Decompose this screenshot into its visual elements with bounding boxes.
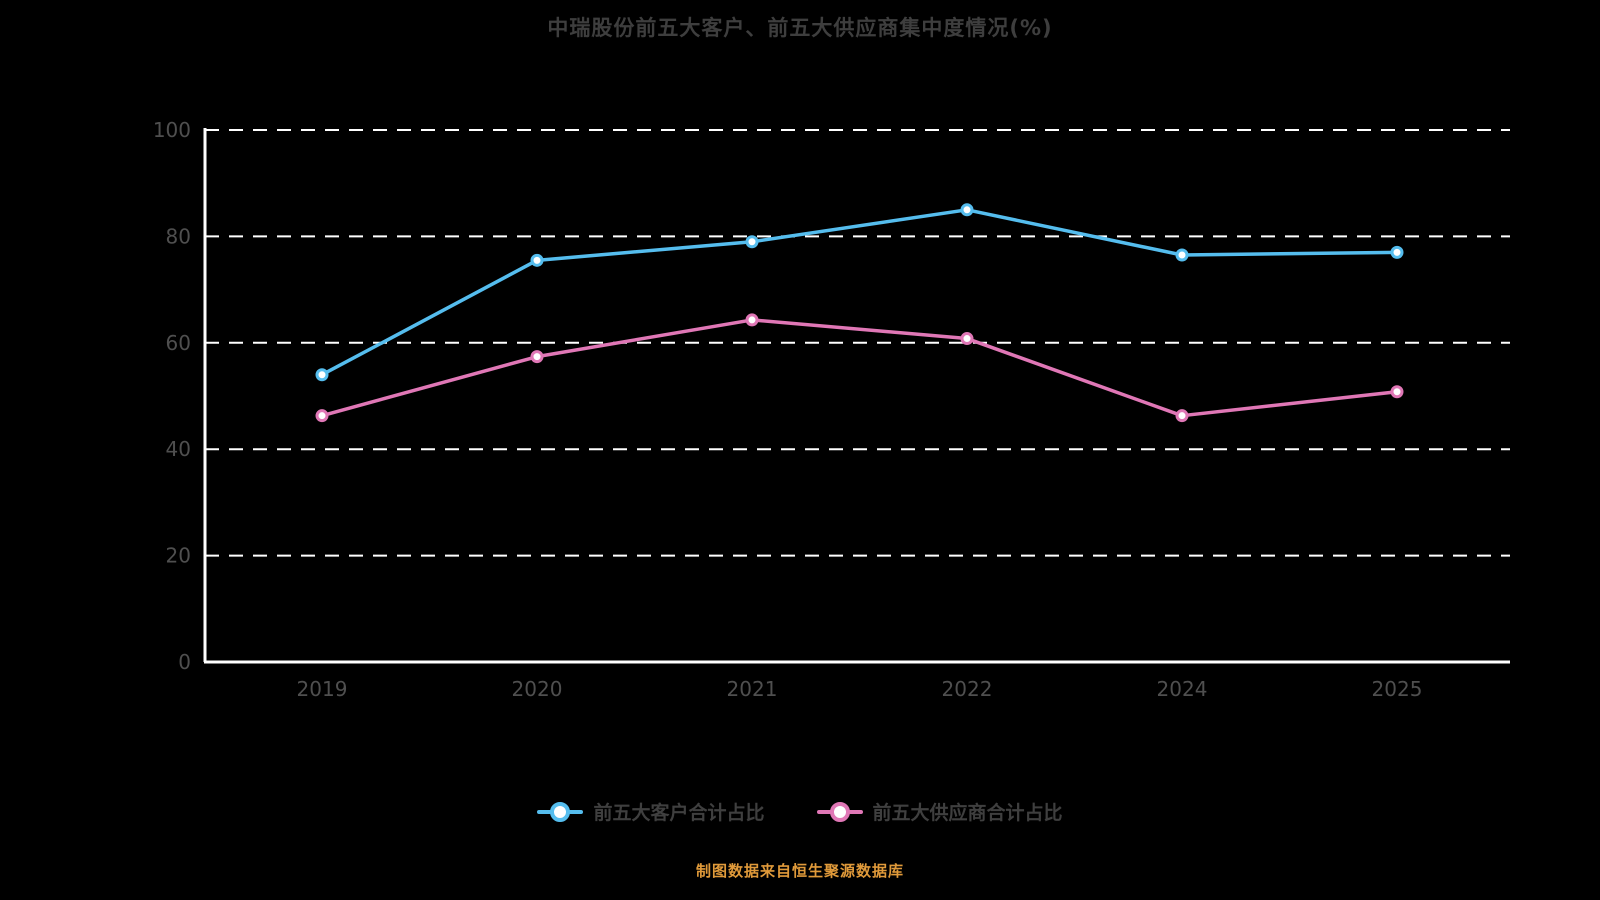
data-point-marker bbox=[1390, 385, 1404, 399]
y-tick-label: 100 bbox=[153, 118, 191, 142]
legend-circle-icon bbox=[550, 801, 571, 822]
legend: 前五大客户合计占比 前五大供应商合计占比 bbox=[0, 798, 1600, 825]
line-chart-canvas: 0 20 40 60 80 100 2019 2020 2021 2022 2024 2025 bbox=[153, 118, 1510, 701]
data-point-marker bbox=[1175, 409, 1189, 423]
series-line bbox=[320, 208, 1399, 377]
data-point-marker bbox=[315, 409, 329, 423]
x-tick-label: 2022 bbox=[942, 677, 993, 701]
x-tick-label: 2021 bbox=[727, 677, 778, 701]
data-point-marker bbox=[745, 313, 759, 327]
y-tick-label: 40 bbox=[166, 437, 191, 461]
series-line bbox=[320, 318, 1399, 418]
legend-label: 前五大供应商合计占比 bbox=[872, 802, 1063, 824]
y-tick-label: 0 bbox=[178, 650, 191, 674]
x-tick-label: 2024 bbox=[1157, 677, 1208, 701]
data-point-marker bbox=[1175, 248, 1189, 262]
y-tick-label: 80 bbox=[166, 224, 191, 248]
chart-title: 中瑞股份前五大客户、前五大供应商集中度情况(%) bbox=[547, 16, 1053, 40]
data-point-marker bbox=[530, 350, 544, 364]
x-tick-label: 2019 bbox=[297, 677, 348, 701]
legend-item-suppliers: 前五大供应商合计占比 bbox=[816, 798, 1063, 825]
legend-marker-customers bbox=[537, 801, 584, 823]
data-point-marker bbox=[960, 203, 974, 217]
x-tick-label: 2025 bbox=[1372, 677, 1423, 701]
legend-circle-icon bbox=[829, 801, 850, 822]
x-tick-label: 2020 bbox=[512, 677, 563, 701]
y-tick-label: 60 bbox=[166, 331, 191, 355]
data-point-marker bbox=[960, 332, 974, 346]
legend-marker-suppliers bbox=[816, 801, 863, 823]
legend-item-customers: 前五大客户合计占比 bbox=[537, 798, 765, 825]
y-tick-label: 20 bbox=[166, 544, 191, 568]
data-source-caption: 制图数据来自恒生聚源数据库 bbox=[695, 862, 904, 880]
data-point-marker bbox=[745, 235, 759, 249]
data-point-marker bbox=[1390, 245, 1404, 259]
legend-label: 前五大客户合计占比 bbox=[593, 802, 765, 824]
data-point-marker bbox=[530, 253, 544, 267]
data-point-marker bbox=[315, 368, 329, 382]
